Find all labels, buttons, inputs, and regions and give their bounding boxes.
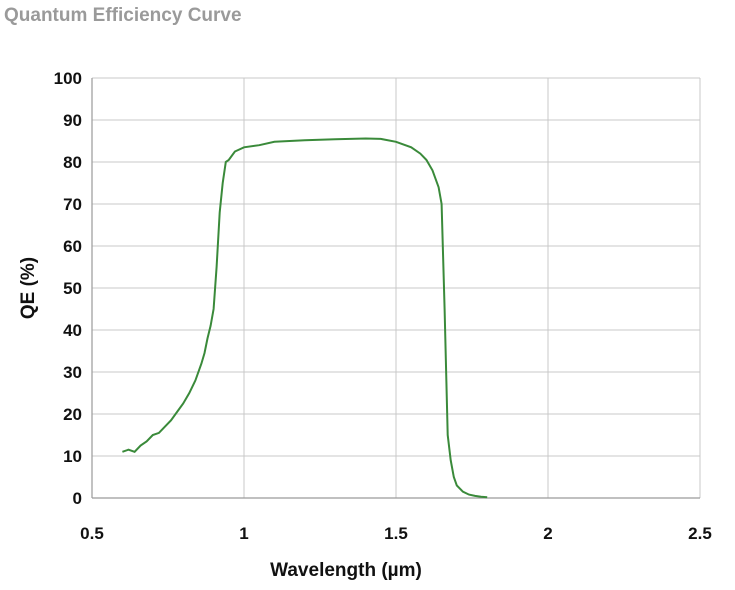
tick-labels: 0 10 20 30 40 50 60 70 80 90 100 0.5 1 1.5 2 2.5 bbox=[54, 69, 712, 543]
y-tick-label: 100 bbox=[54, 69, 82, 88]
x-tick-label: 0.5 bbox=[80, 524, 104, 543]
y-tick-label: 60 bbox=[63, 237, 82, 256]
qe-curve-line bbox=[122, 137, 488, 499]
y-tick-label: 30 bbox=[63, 363, 82, 382]
y-tick-label: 80 bbox=[63, 153, 82, 172]
y-tick-label: 20 bbox=[63, 405, 82, 424]
y-tick-label: 0 bbox=[73, 489, 82, 508]
x-tick-label: 2 bbox=[543, 524, 552, 543]
y-tick-label: 70 bbox=[63, 195, 82, 214]
y-tick-label: 40 bbox=[63, 321, 82, 340]
y-tick-label: 10 bbox=[63, 447, 82, 466]
y-tick-label: 90 bbox=[63, 111, 82, 130]
y-axis-label: QE (%) bbox=[18, 257, 39, 319]
x-tick-label: 2.5 bbox=[688, 524, 712, 543]
x-tick-label: 1 bbox=[239, 524, 248, 543]
x-axis-label: Wavelength (µm) bbox=[270, 560, 422, 581]
chart-title: Quantum Efficiency Curve bbox=[4, 5, 242, 26]
y-tick-label: 50 bbox=[63, 279, 82, 298]
x-tick-label: 1.5 bbox=[384, 524, 408, 543]
